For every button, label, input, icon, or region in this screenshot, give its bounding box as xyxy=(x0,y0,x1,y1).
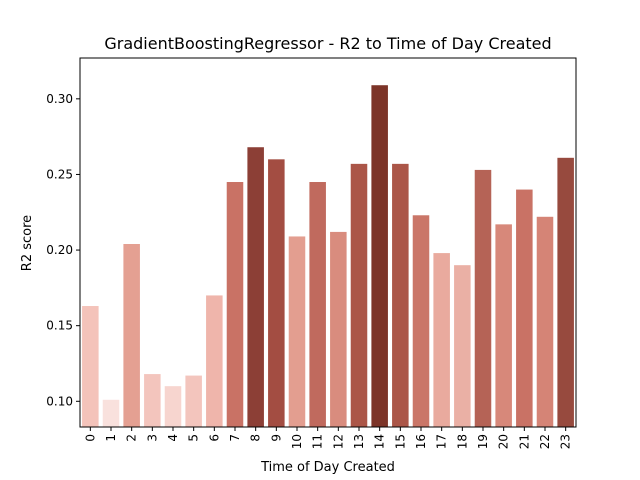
x-tick-label: 1 xyxy=(104,434,118,442)
x-tick-label: 3 xyxy=(145,434,159,442)
y-tick-label: 0.15 xyxy=(46,319,73,333)
x-tick-label: 9 xyxy=(269,434,283,442)
x-tick-label: 11 xyxy=(311,434,325,449)
y-tick-label: 0.30 xyxy=(46,92,73,106)
bar-4 xyxy=(164,386,182,427)
bar-20 xyxy=(495,224,512,427)
y-tick-label: 0.20 xyxy=(46,243,73,257)
x-tick-label: 10 xyxy=(290,434,304,449)
chart-title: GradientBoostingRegressor - R2 to Time o… xyxy=(104,34,551,53)
y-axis-label: R2 score xyxy=(20,215,35,271)
bar-11 xyxy=(309,182,326,427)
bar-6 xyxy=(206,295,223,427)
x-tick-label: 14 xyxy=(373,434,387,449)
bar-17 xyxy=(433,253,450,427)
bar-15 xyxy=(392,163,409,428)
bar-22 xyxy=(536,216,554,427)
y-tick-label: 0.25 xyxy=(46,167,73,181)
bars xyxy=(82,85,574,428)
bar-8 xyxy=(247,147,264,428)
bar-13 xyxy=(350,163,368,428)
x-axis: 0 1 2 3 4 5 6 7 8 9 10 11 12 13 14 15 16 17 18 19 20 21 22 23 xyxy=(83,427,573,449)
bar-12 xyxy=(330,231,347,427)
bar-18 xyxy=(454,265,471,427)
x-tick-label: 15 xyxy=(393,434,407,449)
bar-14 xyxy=(371,85,388,427)
y-tick-label: 0.10 xyxy=(46,394,73,408)
x-tick-label: 12 xyxy=(331,434,345,449)
bar-3 xyxy=(144,374,161,427)
x-tick-label: 18 xyxy=(455,434,469,449)
x-tick-label: 21 xyxy=(517,434,531,449)
x-tick-label: 20 xyxy=(497,434,511,449)
plot-frame xyxy=(79,57,577,428)
x-axis-label: Time of Day Created xyxy=(260,460,395,475)
bar-10 xyxy=(288,236,306,427)
x-tick-label: 4 xyxy=(166,434,180,442)
x-tick-label: 19 xyxy=(476,434,490,449)
x-tick-label: 23 xyxy=(559,434,573,449)
x-tick-label: 6 xyxy=(207,434,221,442)
x-tick-label: 7 xyxy=(228,434,242,442)
x-tick-label: 5 xyxy=(187,434,201,442)
x-tick-label: 2 xyxy=(125,434,139,442)
bar-5 xyxy=(185,375,202,427)
y-axis: 0.10 0.15 0.20 0.25 0.30 xyxy=(46,92,80,408)
bar-2 xyxy=(123,244,140,427)
x-tick-label: 17 xyxy=(435,434,449,449)
x-tick-label: 22 xyxy=(538,434,552,449)
x-tick-label: 16 xyxy=(414,434,428,449)
bar-9 xyxy=(268,159,285,427)
bar-16 xyxy=(412,215,430,427)
x-tick-label: 13 xyxy=(352,434,366,449)
bar-0 xyxy=(82,306,99,427)
bar-21 xyxy=(516,189,533,427)
x-tick-label: 8 xyxy=(249,434,263,442)
x-tick-label: 0 xyxy=(83,434,97,442)
bar-1 xyxy=(102,399,120,427)
bar-7 xyxy=(226,182,244,427)
bar-19 xyxy=(474,169,492,427)
bar-23 xyxy=(557,157,574,427)
